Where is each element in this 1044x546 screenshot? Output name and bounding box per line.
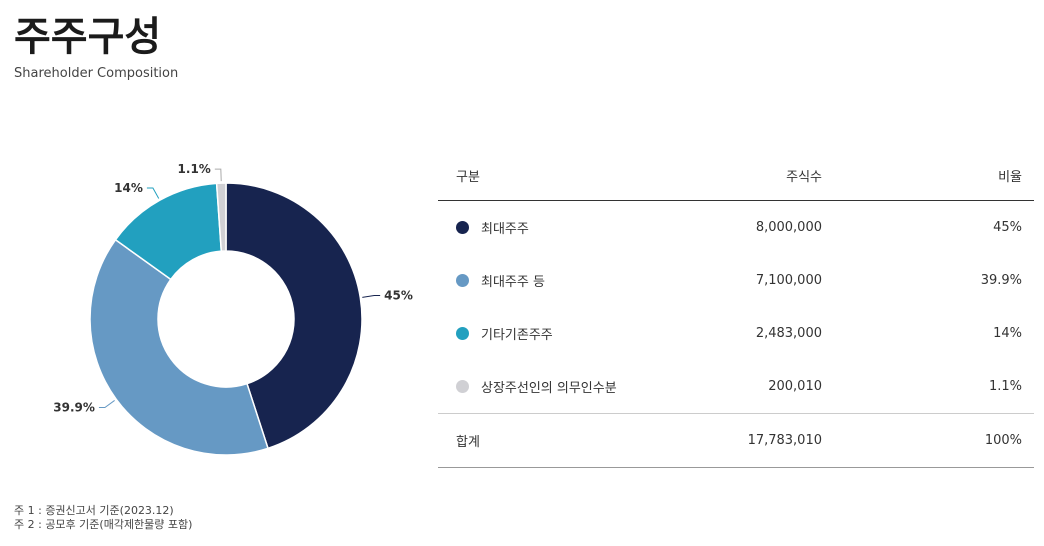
donut-slice	[215, 182, 227, 252]
header-shares: 주식수	[786, 169, 822, 185]
table-row: 기타기존주주 2,483,000 14%	[438, 307, 1034, 360]
slice-label-related: 39.9%	[53, 401, 95, 415]
total-shares: 17,783,010	[747, 433, 822, 448]
leader-line	[98, 400, 115, 409]
slice-label-largest: 45%	[384, 289, 413, 303]
row-name: 기타기존주주	[481, 328, 553, 343]
row-shares: 200,010	[768, 379, 822, 394]
donut-chart: 45% 39.9% 14% 1.1%	[53, 162, 413, 456]
row-name: 상장주선인의 의무인수분	[481, 381, 617, 396]
table-row: 최대주주 등 7,100,000 39.9%	[438, 254, 1034, 307]
table-row: 상장주선인의 의무인수분 200,010 1.1%	[438, 360, 1034, 413]
page-title: 주주구성	[14, 14, 162, 60]
legend-dot	[456, 274, 469, 287]
row-shares: 8,000,000	[755, 220, 822, 235]
row-ratio: 45%	[993, 220, 1022, 235]
table-total-row: 합계 17,783,010 100%	[438, 413, 1034, 468]
legend-dot	[456, 221, 469, 234]
leader-line	[362, 295, 381, 298]
total-label: 합계	[456, 435, 480, 450]
row-ratio: 14%	[993, 326, 1022, 341]
row-ratio: 39.9%	[980, 273, 1022, 288]
table-header-row: 구분 주식수 비율	[438, 150, 1034, 201]
donut-slice	[89, 238, 269, 456]
page-subtitle: Shareholder Composition	[14, 66, 179, 81]
leader-line	[146, 187, 160, 199]
row-ratio: 1.1%	[988, 379, 1022, 394]
slice-label-underwriter: 1.1%	[178, 162, 211, 176]
leader-line	[214, 168, 222, 182]
header-category: 구분	[456, 169, 480, 185]
row-name: 최대주주 등	[481, 275, 545, 290]
footnote: 주 2 : 공모후 기준(매각제한물량 포함)	[14, 518, 193, 531]
legend-dot	[456, 327, 469, 340]
row-shares: 7,100,000	[755, 273, 822, 288]
footnote: 주 1 : 증권신고서 기준(2023.12)	[14, 504, 174, 517]
row-name: 최대주주	[481, 222, 529, 237]
table-row: 최대주주 8,000,000 45%	[438, 201, 1034, 254]
footnotes: 주 1 : 증권신고서 기준(2023.12) 주 2 : 공모후 기준(매각제…	[14, 504, 192, 532]
shareholder-table: 구분 주식수 비율 최대주주 8,000,000 45% 최대주주 등 7,10…	[438, 150, 1034, 468]
header-ratio: 비율	[998, 169, 1022, 185]
legend-dot	[456, 380, 469, 393]
total-ratio: 100%	[984, 433, 1022, 448]
slice-label-other: 14%	[114, 181, 143, 195]
donut-slice	[225, 182, 363, 450]
row-shares: 2,483,000	[755, 326, 822, 341]
